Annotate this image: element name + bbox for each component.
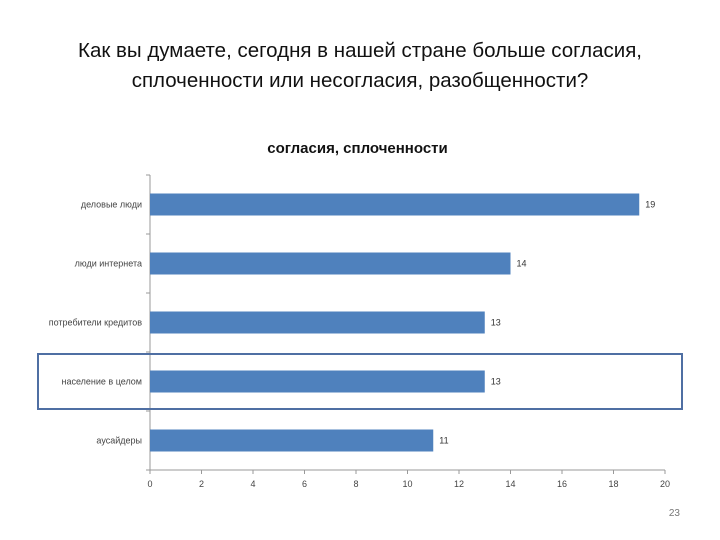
x-tick-label: 8	[353, 479, 358, 489]
category-label: деловые люди	[81, 200, 142, 210]
x-tick-label: 2	[199, 479, 204, 489]
category-label: население в целом	[61, 377, 142, 387]
bar	[150, 429, 434, 452]
chart-title: согласия, сплоченности	[267, 140, 448, 157]
x-tick-label: 6	[302, 479, 307, 489]
data-label: 19	[645, 200, 655, 210]
bar	[150, 193, 640, 216]
slide-title: Как вы думаете, сегодня в нашей стране б…	[20, 36, 700, 96]
highlight-group	[37, 353, 683, 410]
category-label: аусайдеры	[96, 436, 142, 446]
page-number: 23	[668, 508, 680, 519]
data-label: 13	[491, 377, 501, 387]
category-label: потребители кредитов	[49, 318, 142, 328]
x-tick-label: 20	[660, 479, 670, 489]
bar	[150, 311, 485, 334]
x-tick-label: 4	[250, 479, 255, 489]
highlight-frame	[37, 353, 683, 410]
data-label: 14	[517, 259, 527, 269]
x-tick-label: 14	[505, 479, 515, 489]
slide-title-line-1: Как вы думаете, сегодня в нашей стране б…	[78, 39, 642, 62]
data-label: 13	[491, 318, 501, 328]
bar	[150, 252, 511, 275]
chart-bars	[150, 193, 640, 452]
chart-labels: деловые люди 19 люди интернета 14 потребител…	[49, 200, 656, 446]
slide-title-line-2: сплоченности или несогласия, разобщеннос…	[131, 69, 589, 92]
category-label: люди интернета	[75, 259, 142, 269]
x-tick-label: 10	[402, 479, 412, 489]
x-tick-label: 18	[608, 479, 618, 489]
x-tick-label: 0	[147, 479, 152, 489]
x-tick-label: 16	[557, 479, 567, 489]
bar	[150, 370, 485, 393]
x-tick-label: 12	[454, 479, 464, 489]
data-label: 11	[439, 436, 448, 446]
